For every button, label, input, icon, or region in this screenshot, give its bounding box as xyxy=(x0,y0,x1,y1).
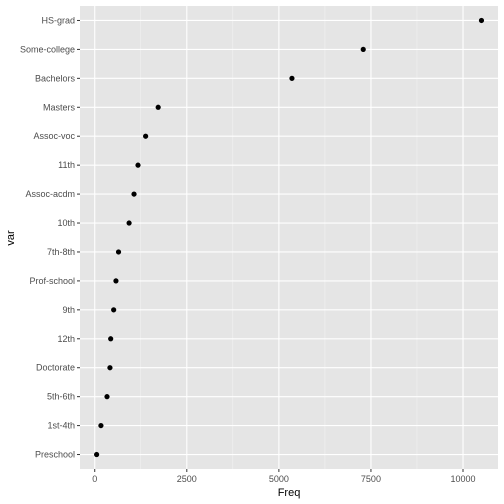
x-tick-label: 5000 xyxy=(269,474,289,484)
y-tick-label: Preschool xyxy=(35,450,75,460)
y-tick-label: 11th xyxy=(58,160,75,170)
y-tick-label: 10th xyxy=(57,218,75,228)
x-tick-label: 0 xyxy=(92,474,97,484)
data-point xyxy=(131,191,137,197)
plot-panel xyxy=(80,6,498,469)
y-tick-label: Masters xyxy=(43,102,76,112)
data-point xyxy=(98,422,104,429)
y-tick-label: 7th-8th xyxy=(47,247,75,257)
y-tick-label: Doctorate xyxy=(36,363,75,373)
y-tick-label: 12th xyxy=(57,334,75,344)
y-tick-label: HS-grad xyxy=(41,15,75,25)
y-tick-label: Assoc-acdm xyxy=(25,189,75,199)
x-tick-label: 7500 xyxy=(361,474,381,484)
x-tick-label: 2500 xyxy=(177,474,197,484)
data-point xyxy=(113,278,119,284)
y-tick-label: Some-college xyxy=(20,44,75,54)
data-point xyxy=(360,46,366,53)
data-points xyxy=(94,17,485,458)
data-point xyxy=(289,75,295,81)
axis-ticks xyxy=(77,19,464,472)
y-tick-label: 5th-6th xyxy=(47,392,75,402)
y-axis-title: var xyxy=(5,230,17,246)
data-point xyxy=(104,394,110,400)
data-point xyxy=(108,336,114,342)
data-point xyxy=(126,220,132,226)
minor-gridlines xyxy=(140,6,418,469)
data-point xyxy=(94,451,100,458)
data-point xyxy=(135,162,141,168)
major-gridlines xyxy=(80,6,498,469)
data-point xyxy=(111,307,117,313)
y-tick-label: Assoc-voc xyxy=(33,131,75,141)
y-tick-labels: HS-grad Some-college Bachelors Masters Assoc… xyxy=(20,15,76,459)
data-point xyxy=(143,133,149,139)
x-tick-label: 10000 xyxy=(450,474,475,484)
y-tick-label: Prof-school xyxy=(29,276,75,286)
x-axis-title: Freq xyxy=(278,487,301,499)
data-point xyxy=(107,365,113,371)
data-point xyxy=(115,249,122,255)
data-point xyxy=(478,17,485,24)
y-tick-label: 9th xyxy=(62,305,75,315)
data-point xyxy=(155,104,161,110)
y-tick-label: 1st-4th xyxy=(47,421,75,431)
x-tick-labels: 0 2500 5000 7500 10000 xyxy=(92,474,475,484)
y-tick-label: Bachelors xyxy=(35,73,76,83)
